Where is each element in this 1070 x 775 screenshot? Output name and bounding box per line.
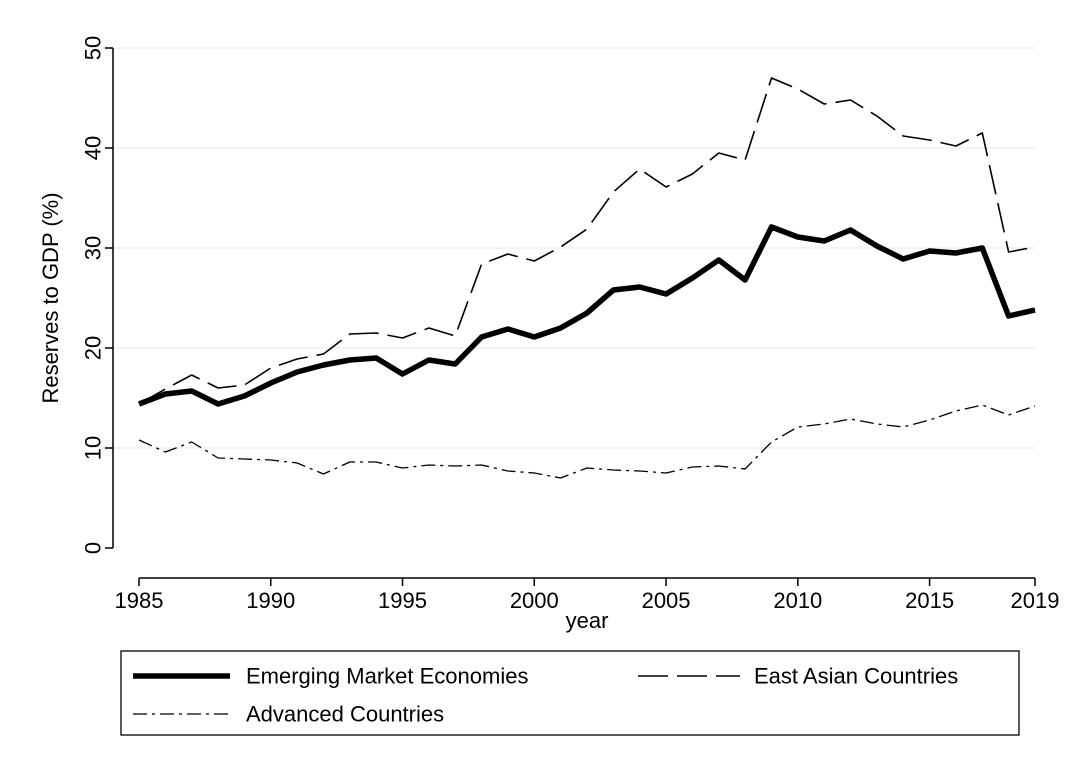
x-tick-label: 2010 [773,588,822,613]
legend-box [120,650,1020,736]
x-tick-label: 2005 [642,588,691,613]
y-tick-label: 40 [81,136,106,160]
y-tick-label: 20 [81,336,106,360]
legend: Emerging Market Economies East Asian Coun… [120,650,1020,736]
y-tick-label: 30 [81,236,106,260]
axis-ticks: 0 10 20 30 40 50 1985 1990 1995 2000 2005 2010 2015 2… [81,36,1060,613]
x-tick-label: 2019 [1011,588,1060,613]
x-axis-label: year [566,608,609,633]
legend-label-1: Emerging Market Economies [246,664,528,689]
y-axis-label: Reserves to GDP (%) [38,192,63,403]
legend-label-2: East Asian Countries [754,664,958,689]
series-lines [138,77,1036,479]
y-tick-label: 0 [81,542,106,554]
series-line-1 [138,224,1036,407]
x-tick-label: 1990 [246,588,295,613]
y-tick-label: 50 [81,36,106,60]
axes [112,48,1035,579]
x-tick-label: 1985 [115,588,164,613]
x-tick-label: 1995 [378,588,427,613]
series-line-3 [138,404,1036,479]
x-tick-label: 2000 [510,588,559,613]
series-line-2 [138,77,1036,405]
x-tick-label: 2015 [905,588,954,613]
y-tick-label: 10 [81,436,106,460]
legend-label-3: Advanced Countries [246,702,444,727]
